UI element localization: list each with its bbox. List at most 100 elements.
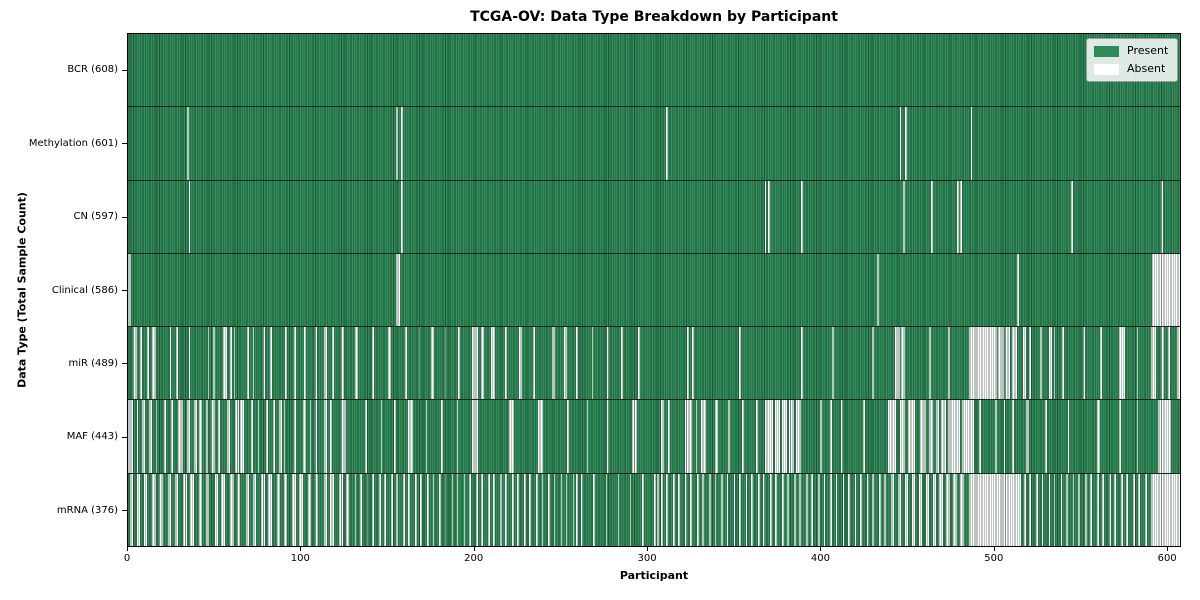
absent-segment: [565, 473, 568, 546]
absent-segment: [276, 473, 281, 546]
absent-segment: [314, 400, 317, 473]
absent-segment: [1167, 327, 1170, 400]
absent-segment: [666, 107, 668, 180]
absent-segment: [960, 473, 964, 546]
heatmap-row-methylation: [128, 106, 1180, 180]
absent-segment: [408, 473, 411, 546]
absent-segment: [1136, 327, 1139, 400]
heatmap-row-mir: [128, 326, 1180, 400]
absent-segment: [560, 473, 563, 546]
absent-segment: [726, 473, 729, 546]
absent-segment: [314, 473, 319, 546]
absent-segment: [904, 473, 909, 546]
absent-segment: [953, 473, 957, 546]
absent-segment: [863, 400, 866, 473]
absent-segment: [1090, 473, 1092, 546]
x-tick-mark: [127, 547, 128, 551]
absent-segment: [420, 473, 423, 546]
absent-segment: [956, 180, 959, 253]
absent-segment: [1067, 400, 1070, 473]
absent-segment: [918, 473, 923, 546]
x-tick-mark: [300, 547, 302, 551]
absent-segment: [266, 400, 269, 473]
absent-segment: [230, 473, 234, 546]
absent-segment: [1077, 473, 1080, 546]
absent-segment: [517, 473, 520, 546]
absent-segment: [936, 400, 940, 473]
y-tick-mark: [122, 290, 127, 291]
absent-segment: [607, 327, 609, 400]
heatmap-row-clinical: [128, 252, 1180, 327]
absent-segment: [768, 180, 770, 253]
absent-segment: [1145, 473, 1148, 546]
absent-segment: [667, 400, 670, 473]
absent-segment: [1096, 473, 1099, 546]
absent-segment: [878, 473, 881, 546]
absent-segment: [877, 253, 879, 327]
absent-segment: [1102, 473, 1104, 546]
absent-segment: [548, 473, 551, 546]
absent-segment: [820, 400, 822, 473]
absent-segment: [1152, 253, 1180, 327]
absent-segment: [948, 400, 961, 473]
absent-segment: [164, 400, 167, 473]
absent-segment: [887, 400, 897, 473]
absent-segment: [1126, 473, 1129, 546]
absent-segment: [1053, 473, 1056, 546]
absent-segment: [567, 400, 570, 473]
absent-segment: [468, 473, 471, 546]
absent-segment: [1100, 327, 1103, 400]
absent-segment: [1012, 327, 1018, 400]
absent-segment: [207, 327, 210, 400]
absent-segment: [702, 473, 705, 546]
absent-segment: [1150, 327, 1156, 400]
heatmap-row-maf: [128, 399, 1180, 473]
absent-segment: [1024, 473, 1026, 546]
absent-segment: [152, 473, 156, 546]
absent-segment: [897, 473, 902, 546]
absent-segment: [237, 473, 241, 546]
absent-segment: [714, 400, 718, 473]
absent-segment: [212, 327, 215, 400]
absent-segment: [439, 473, 442, 546]
absent-segment: [193, 400, 198, 473]
y-tick-mark: [122, 216, 127, 218]
absent-segment: [456, 400, 459, 473]
present-swatch-icon: [1094, 45, 1119, 57]
absent-segment: [854, 473, 857, 546]
absent-segment: [396, 107, 398, 180]
absent-segment: [480, 327, 485, 400]
y-tick-mark: [122, 510, 127, 512]
y-tick-label: mRNA (376): [56, 504, 118, 516]
absent-segment: [401, 107, 404, 180]
absent-segment: [1053, 327, 1056, 400]
absent-segment: [205, 473, 210, 546]
absent-segment: [794, 473, 796, 546]
absent-segment: [576, 327, 578, 400]
absent-segment: [408, 400, 414, 473]
absent-segment: [425, 400, 428, 473]
absent-segment: [666, 473, 668, 546]
absent-segment: [631, 400, 637, 473]
absent-segment: [159, 473, 163, 546]
y-tick-label: Clinical (586): [51, 284, 118, 296]
absent-segment: [176, 327, 179, 400]
absent-segment: [252, 327, 255, 400]
absent-segment: [660, 473, 663, 546]
absent-segment: [782, 400, 788, 473]
absent-segment: [738, 327, 741, 400]
absent-segment: [801, 327, 803, 400]
absent-segment: [188, 327, 191, 400]
absent-segment: [607, 400, 609, 473]
absent-segment: [217, 400, 220, 473]
absent-segment: [960, 180, 962, 253]
absent-segment: [508, 400, 514, 473]
absent-segment: [1012, 400, 1014, 473]
absent-segment: [294, 327, 296, 400]
absent-segment: [401, 180, 404, 253]
absent-segment: [1133, 473, 1135, 546]
absent-segment: [128, 253, 132, 327]
absent-segment: [1072, 473, 1075, 546]
absent-segment: [1062, 327, 1065, 400]
